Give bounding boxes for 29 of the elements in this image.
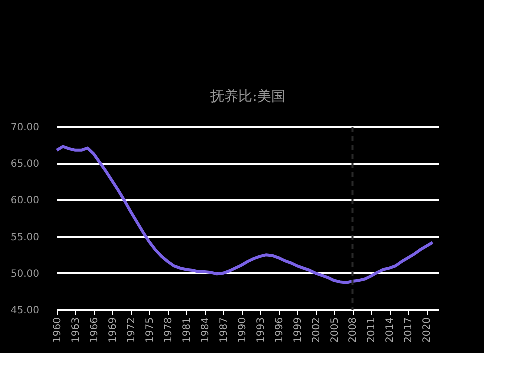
x-tick-label: 1981 xyxy=(182,318,193,343)
chart-title: 抚养比:美国 xyxy=(210,89,286,105)
x-tick-label: 1996 xyxy=(274,318,286,343)
x-tick-label: 1999 xyxy=(292,318,304,343)
y-tick-label: 60.00 xyxy=(10,196,40,207)
x-tick-label: 1984 xyxy=(200,318,212,343)
x-tick-label: 1963 xyxy=(70,318,82,343)
y-tick-label: 65.00 xyxy=(10,159,40,170)
x-tick-label: 2005 xyxy=(330,318,341,343)
x-tick-label: 1978 xyxy=(163,318,174,343)
x-tick-label: 1990 xyxy=(237,318,248,343)
x-tick-label: 1969 xyxy=(108,318,119,343)
x-tick-label: 1966 xyxy=(89,318,100,343)
y-tick-label: 55.00 xyxy=(10,232,40,244)
x-tick-label: 1987 xyxy=(218,318,230,343)
x-tick-label: 1975 xyxy=(144,318,156,343)
x-tick-label: 2020 xyxy=(422,318,434,343)
x-tick-label: 1972 xyxy=(126,318,138,343)
y-tick-label: 45.00 xyxy=(10,306,40,316)
y-tick-label: 50.00 xyxy=(10,268,40,280)
x-tick-label: 2017 xyxy=(404,318,415,343)
x-tick-label: 2008 xyxy=(348,318,360,343)
x-tick-label: 1993 xyxy=(256,318,267,343)
x-tick-label: 2011 xyxy=(366,318,378,343)
x-tick-label: 1960 xyxy=(52,318,64,343)
x-tick-label: 2014 xyxy=(385,318,396,343)
y-tick-label: 70.00 xyxy=(10,122,40,134)
x-tick-label: 2002 xyxy=(311,318,322,343)
line-series xyxy=(56,145,434,284)
